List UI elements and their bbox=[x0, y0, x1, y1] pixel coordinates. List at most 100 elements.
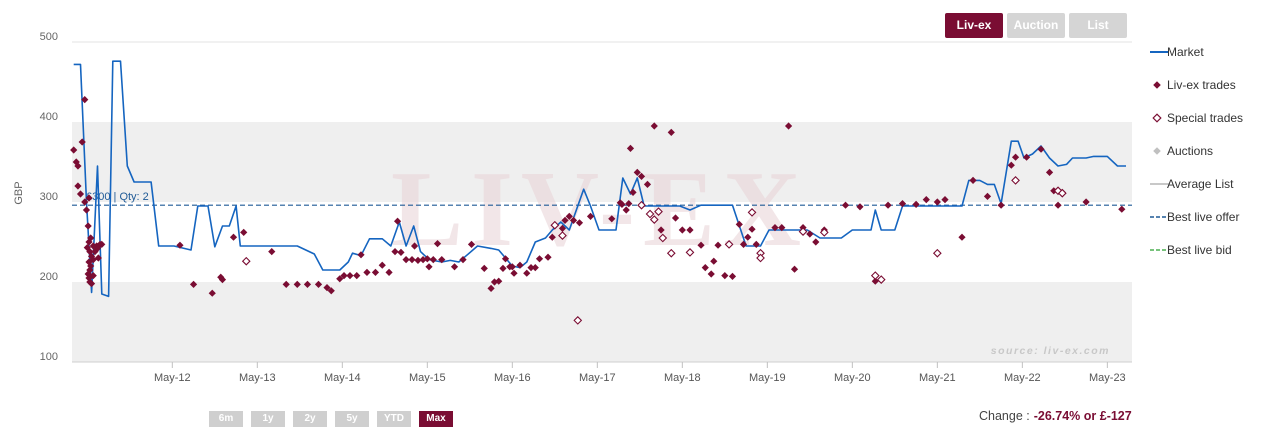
special-trade-point bbox=[685, 248, 695, 257]
legend-label: Average List bbox=[1167, 177, 1234, 191]
liv-ex-trade-point bbox=[363, 268, 371, 276]
liv-ex-trade-point bbox=[70, 146, 78, 154]
liv-ex-trade-point bbox=[710, 257, 718, 265]
liv-ex-trade-point bbox=[1022, 153, 1031, 161]
liv-ex-trade-point bbox=[569, 216, 578, 224]
change-value: -26.74% or £-127 bbox=[1033, 409, 1132, 423]
special-trade-point bbox=[756, 253, 765, 263]
liv-ex-trade-point bbox=[459, 256, 467, 264]
range-5y-button[interactable]: 5y bbox=[335, 411, 369, 427]
x-tick-label: May-14 bbox=[324, 372, 361, 384]
legend-item: Auctions bbox=[1153, 144, 1213, 158]
liv-ex-trade-point bbox=[1037, 145, 1045, 153]
liv-ex-trade-point bbox=[414, 256, 422, 264]
liv-ex-trade-point bbox=[671, 214, 680, 222]
liv-ex-trade-point bbox=[357, 251, 365, 259]
y-tick-label: 100 bbox=[40, 351, 58, 363]
x-tick-label: May-20 bbox=[834, 372, 871, 384]
special-trade-point bbox=[724, 240, 734, 249]
liv-ex-trade-point bbox=[480, 264, 488, 272]
liv-ex-trade-point bbox=[657, 226, 665, 234]
liv-ex-trade-point bbox=[523, 269, 531, 277]
tab-livex[interactable]: Liv-ex bbox=[945, 13, 1003, 38]
legend-label: Auctions bbox=[1167, 144, 1213, 158]
best-offer-label: £300 | Qty: 2 bbox=[86, 191, 149, 203]
liv-ex-trades-series bbox=[70, 96, 1126, 297]
liv-ex-trade-point bbox=[402, 256, 410, 264]
liv-ex-trade-point bbox=[176, 241, 184, 249]
range-1y-button[interactable]: 1y bbox=[251, 411, 285, 427]
plot-band bbox=[72, 282, 1132, 362]
liv-ex-trade-point bbox=[707, 270, 715, 278]
liv-ex-trade-point bbox=[586, 212, 595, 220]
liv-ex-trade-point bbox=[748, 225, 756, 233]
liv-ex-trade-point bbox=[85, 194, 93, 202]
special-trade-point bbox=[798, 227, 808, 236]
liv-ex-trade-point bbox=[408, 256, 416, 264]
liv-ex-trade-point bbox=[997, 201, 1005, 209]
liv-ex-trade-point bbox=[208, 289, 216, 297]
liv-ex-trade-point bbox=[327, 287, 335, 295]
liv-ex-trade-point bbox=[558, 224, 567, 232]
tab-list[interactable]: List bbox=[1069, 13, 1127, 38]
special-trade-point bbox=[1011, 176, 1020, 185]
liv-ex-trade-point bbox=[419, 256, 427, 264]
liv-ex-trade-point bbox=[650, 122, 658, 130]
liv-ex-trade-point bbox=[74, 162, 82, 170]
liv-ex-trade-point bbox=[81, 96, 89, 104]
special-trade-point bbox=[645, 209, 655, 219]
liv-ex-trade-point bbox=[76, 190, 85, 198]
special-trades-series bbox=[241, 176, 1067, 325]
liv-ex-trade-point bbox=[1045, 168, 1054, 176]
plot-band bbox=[72, 202, 1132, 282]
change-label: Change : bbox=[979, 409, 1030, 423]
liv-ex-trade-point bbox=[293, 280, 301, 288]
liv-ex-trade-point bbox=[884, 201, 892, 209]
liv-ex-trade-point bbox=[701, 264, 709, 272]
liv-ex-trade-point bbox=[346, 272, 354, 280]
legend-label: Market bbox=[1167, 45, 1204, 59]
liv-ex-trade-point bbox=[340, 272, 348, 280]
y-tick-label: 400 bbox=[40, 111, 58, 123]
liv-ex-trade-point bbox=[728, 272, 737, 280]
liv-ex-trade-point bbox=[841, 201, 850, 209]
range-2y-button[interactable]: 2y bbox=[293, 411, 327, 427]
legend-label: Best live bid bbox=[1167, 243, 1232, 257]
liv-ex-trade-point bbox=[87, 234, 95, 242]
source-note: source: liv-ex.com bbox=[991, 345, 1110, 357]
chart-bands bbox=[72, 41, 1132, 363]
legend-item: Special trades bbox=[1152, 111, 1243, 125]
range-ytd-button[interactable]: YTD bbox=[377, 411, 411, 427]
liv-ex-trade-point bbox=[425, 263, 433, 271]
special-trade-point bbox=[649, 215, 659, 224]
legend-symbol bbox=[1153, 147, 1161, 155]
x-axis: May-12 May-13 May-14 May-15 May-16 May-17 May-… bbox=[154, 362, 1126, 384]
liv-ex-trade-point bbox=[812, 238, 820, 246]
tab-auction[interactable]: Auction bbox=[1007, 13, 1065, 38]
y-axis: 100 200 300 400 500 bbox=[40, 31, 58, 363]
range-6m-button[interactable]: 6m bbox=[209, 411, 243, 427]
range-max-button[interactable]: Max bbox=[419, 411, 453, 427]
liv-ex-trade-point bbox=[510, 269, 518, 277]
liv-ex-trade-point bbox=[87, 280, 96, 288]
liv-ex-trade-point bbox=[561, 216, 569, 224]
liv-ex-trade-point bbox=[433, 240, 442, 248]
liv-ex-trade-point bbox=[633, 168, 641, 176]
legend-label: Special trades bbox=[1167, 111, 1243, 125]
legend-item: Liv-ex trades bbox=[1153, 78, 1236, 92]
liv-ex-trade-point bbox=[531, 264, 539, 272]
liv-ex-trade-point bbox=[89, 242, 97, 250]
special-trade-point bbox=[550, 220, 560, 230]
liv-ex-trade-point bbox=[323, 284, 331, 292]
watermark: LIV-EX bbox=[391, 150, 801, 269]
liv-ex-trade-point bbox=[94, 254, 102, 262]
liv-ex-trade-point bbox=[871, 277, 879, 285]
liv-ex-trade-point bbox=[82, 206, 91, 214]
special-trade-point bbox=[558, 231, 567, 240]
liv-ex-trade-point bbox=[637, 172, 646, 180]
liv-ex-trade-point bbox=[544, 253, 552, 261]
liv-ex-trade-point bbox=[1118, 205, 1126, 213]
liv-ex-trade-point bbox=[397, 248, 405, 256]
special-trade-point bbox=[658, 233, 668, 243]
liv-ex-trade-point bbox=[282, 280, 290, 288]
